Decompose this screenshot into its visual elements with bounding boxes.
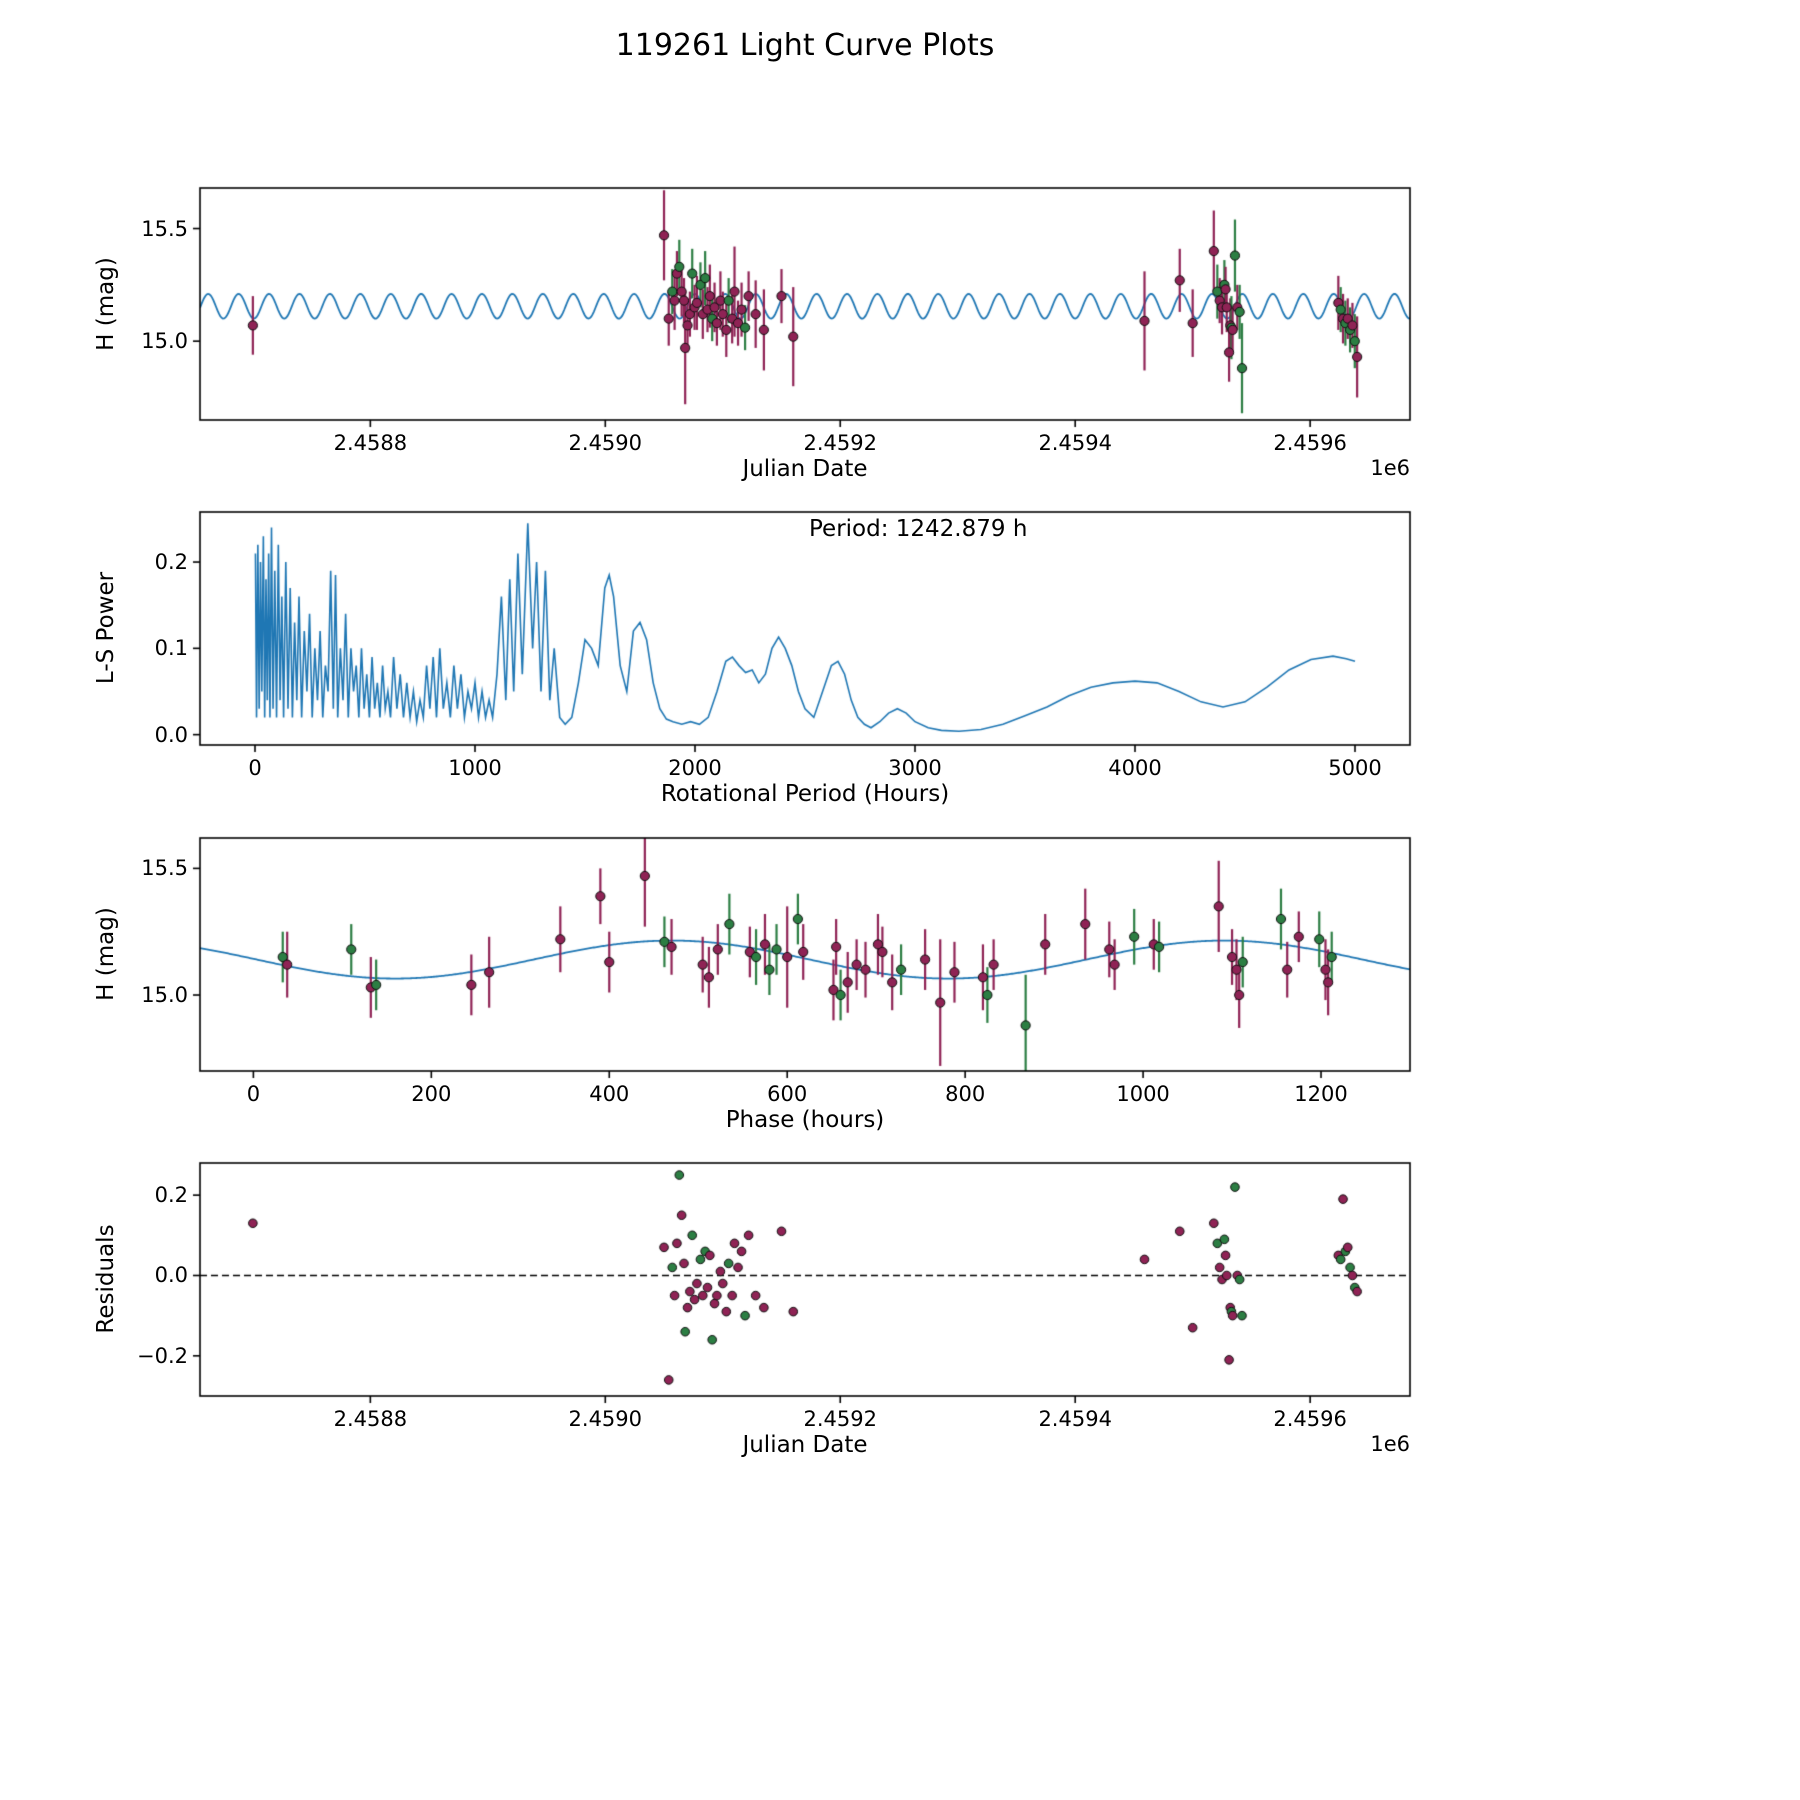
x-tick-label: 0 [246, 1082, 261, 1106]
x-tick-label: 3000 [888, 756, 942, 780]
x-tick-label: 2.4588 [333, 431, 408, 455]
x-tick-label: 400 [589, 1082, 630, 1106]
residuals-x-axis-label: Julian Date [742, 1432, 868, 1458]
y-tick-label: 15.0 [141, 329, 188, 354]
y-tick-label: 0.2 [154, 1183, 188, 1208]
lightcurve-x-axis-label: Julian Date [742, 456, 868, 482]
residuals-y-axis-label: Residuals [93, 1224, 119, 1334]
x-tick-label: 1000 [1116, 1082, 1170, 1106]
x-tick-label: 2.4590 [568, 1407, 643, 1431]
x-tick-label: 5000 [1328, 756, 1382, 780]
y-tick-label: 0.2 [154, 550, 188, 575]
y-tick-label: 15.0 [141, 983, 188, 1008]
x-tick-label: 2.4594 [1038, 1407, 1112, 1431]
phased-x-axis-label: Phase (hours) [725, 1107, 885, 1133]
periodogram-y-axis-label: L-S Power [93, 571, 119, 685]
x-tick-label: 600 [767, 1082, 808, 1106]
x-tick-label: 2000 [668, 756, 722, 780]
periodogram-x-axis-label: Rotational Period (Hours) [660, 781, 950, 807]
x-tick-label: 0 [248, 756, 262, 780]
x-tick-label: 2.4592 [803, 431, 877, 455]
x-tick-label: 1200 [1294, 1082, 1348, 1106]
y-tick-label: 15.5 [141, 856, 188, 881]
x-tick-label: 2.4588 [333, 1407, 408, 1431]
x-tick-label: 2.4590 [568, 431, 643, 455]
lightcurve-x-offset-text: 1e6 [1370, 456, 1410, 480]
x-tick-label: 2.4596 [1273, 1407, 1347, 1431]
figure-title: 119261 Light Curve Plots [615, 28, 995, 63]
x-tick-label: 1000 [448, 756, 502, 780]
x-tick-label: 2.4594 [1038, 431, 1112, 455]
x-tick-label: 2.4596 [1273, 431, 1347, 455]
x-tick-label: 2.4592 [803, 1407, 877, 1431]
y-tick-label: −0.2 [137, 1343, 188, 1368]
best-period-annotation: Period: 1242.879 h [809, 516, 1028, 542]
y-tick-label: 0.1 [154, 636, 188, 661]
x-tick-label: 4000 [1108, 756, 1162, 780]
residuals-x-offset-text: 1e6 [1370, 1432, 1410, 1456]
lightcurve-y-axis-label: H (mag) [93, 257, 119, 351]
x-tick-label: 200 [411, 1082, 452, 1106]
y-tick-label: 15.5 [141, 216, 188, 241]
phased-y-axis-label: H (mag) [93, 907, 119, 1001]
y-tick-label: 0.0 [154, 1263, 188, 1288]
y-tick-label: 0.0 [154, 722, 188, 747]
x-tick-label: 800 [945, 1082, 986, 1106]
